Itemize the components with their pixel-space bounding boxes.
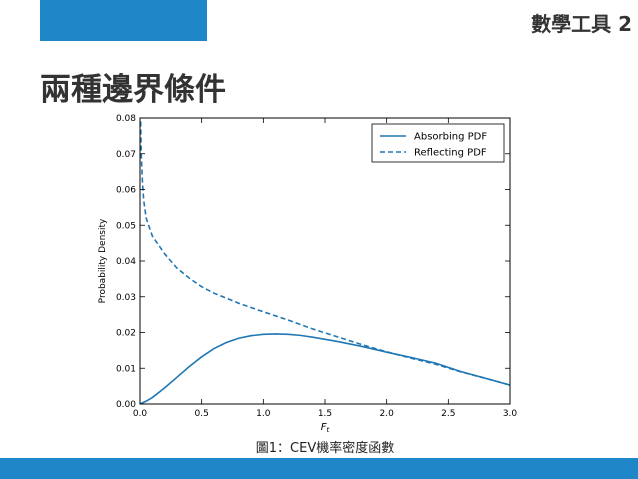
slide-title: 兩種邊界條件 bbox=[40, 72, 226, 108]
y-tick-label: 0.03 bbox=[116, 293, 136, 303]
y-tick-label: 0.04 bbox=[116, 257, 136, 267]
y-tick-label: 0.02 bbox=[116, 329, 136, 339]
y-tick-label: 0.06 bbox=[116, 186, 136, 196]
y-tick-label: 0.08 bbox=[116, 114, 136, 124]
x-tick-label: 1.0 bbox=[256, 409, 271, 419]
y-tick-label: 0.07 bbox=[116, 150, 136, 160]
legend-box bbox=[371, 123, 505, 163]
section-label: 數學工具 2 bbox=[531, 12, 632, 36]
series-line-reflecting bbox=[139, 121, 511, 386]
x-tick-label: 3.0 bbox=[503, 409, 518, 419]
y-axis-label: Probability Density bbox=[98, 218, 108, 303]
bottom-accent-bar bbox=[0, 458, 638, 479]
x-tick-label: 1.5 bbox=[318, 409, 332, 419]
legend: Absorbing PDF Reflecting PDF bbox=[371, 123, 505, 163]
cev-pdf-chart: 0.0 0.5 1.0 1.5 2.0 2.5 3.0 0.00 0.01 0.02 0.03 0.… bbox=[98, 114, 518, 434]
figure-caption: 圖1：CEV機率密度函數 bbox=[255, 441, 395, 456]
x-tick-label: 2.5 bbox=[441, 409, 455, 419]
series-line-absorbing bbox=[139, 333, 511, 405]
x-tick-label: 2.0 bbox=[380, 409, 395, 419]
top-accent-bar bbox=[40, 0, 207, 41]
x-axis-label: Ft bbox=[321, 422, 330, 434]
y-tick-label: 0.01 bbox=[116, 364, 136, 374]
y-tick-label: 0.05 bbox=[116, 221, 136, 231]
x-tick-label: 0.5 bbox=[195, 409, 209, 419]
legend-label: Reflecting PDF bbox=[414, 148, 487, 159]
legend-label: Absorbing PDF bbox=[414, 132, 487, 143]
y-tick-label: 0.00 bbox=[116, 400, 136, 410]
x-tick-label: 0.0 bbox=[133, 409, 148, 419]
